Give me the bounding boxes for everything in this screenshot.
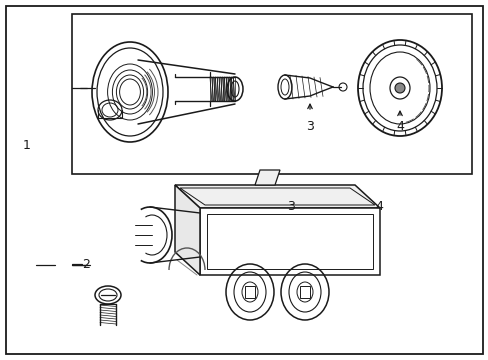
Text: 2: 2 <box>81 258 89 271</box>
Polygon shape <box>175 185 200 275</box>
Polygon shape <box>200 208 379 275</box>
Text: 3: 3 <box>286 201 294 213</box>
Text: 4: 4 <box>395 120 403 132</box>
Text: 4: 4 <box>374 201 382 213</box>
Polygon shape <box>254 170 280 185</box>
Text: 3: 3 <box>305 120 313 132</box>
Bar <box>244 286 254 298</box>
Ellipse shape <box>394 83 404 93</box>
Bar <box>299 286 309 298</box>
Text: 1: 1 <box>23 139 31 152</box>
Polygon shape <box>175 185 379 208</box>
Bar <box>72 14 471 174</box>
